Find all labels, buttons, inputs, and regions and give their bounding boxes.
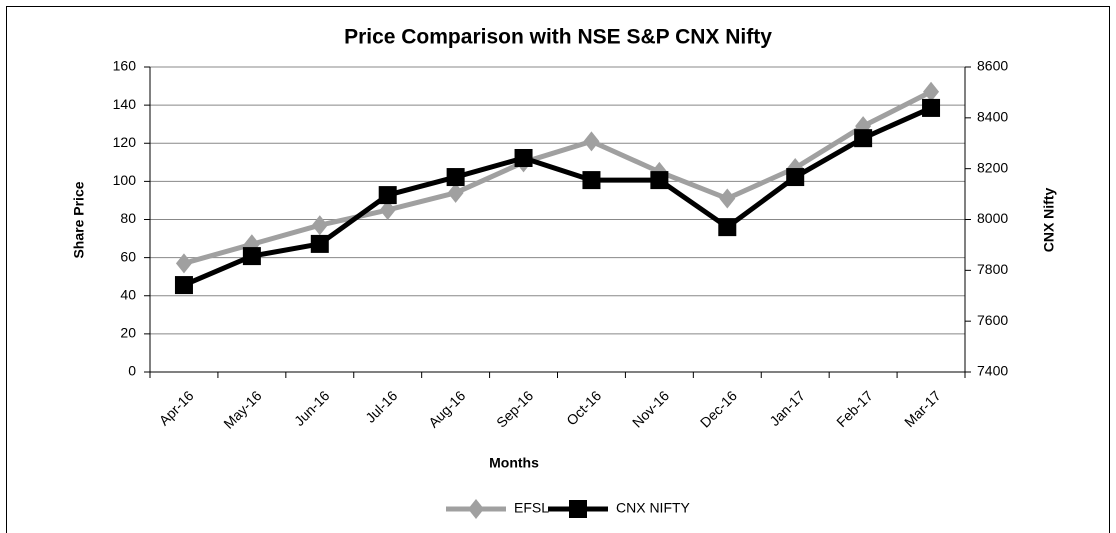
y-axis-label: Share Price [71, 181, 87, 258]
y2-tick-label: 8400 [977, 109, 1008, 125]
chart-frame [6, 6, 1110, 533]
series-marker [718, 218, 737, 237]
y-tick-label: 160 [113, 58, 137, 74]
y-tick-label: 100 [113, 172, 137, 188]
series-marker [378, 186, 397, 205]
series-marker [446, 168, 465, 187]
series-marker [379, 199, 396, 220]
series-marker [583, 131, 600, 152]
legend-marker [468, 499, 484, 519]
series-marker [719, 188, 736, 209]
y2-tick-label: 8200 [977, 159, 1008, 175]
series-marker [311, 215, 328, 236]
series-line [182, 105, 933, 288]
x-axis-label: Months [489, 455, 539, 471]
series-marker [175, 253, 192, 274]
series-marker [582, 171, 601, 190]
series-marker [786, 168, 805, 187]
series-marker [923, 81, 940, 102]
y2-tick-label: 8000 [977, 210, 1008, 226]
y-tick-label: 40 [120, 286, 136, 302]
y2-tick-label: 8600 [977, 58, 1008, 74]
y-tick-label: 140 [113, 96, 137, 112]
series-marker [854, 129, 873, 148]
y2-tick-label: 7600 [977, 312, 1008, 328]
legend-label: CNX NIFTY [616, 500, 691, 516]
legend-label: EFSL [514, 500, 549, 516]
y-tick-label: 0 [128, 363, 136, 379]
legend-marker [569, 500, 587, 518]
series-line [183, 89, 933, 266]
series-marker [174, 276, 193, 295]
y2-axis-label: CNX Nifty [1041, 188, 1057, 253]
y2-tick-label: 7400 [977, 363, 1008, 379]
series-marker [447, 182, 464, 203]
series-marker [922, 98, 941, 117]
y-tick-label: 80 [120, 210, 136, 226]
series-marker [242, 247, 261, 266]
series-marker [514, 148, 533, 167]
chart-title: Price Comparison with NSE S&P CNX Nifty [344, 26, 772, 49]
y-tick-label: 60 [120, 248, 136, 264]
series-marker [310, 234, 329, 253]
y-tick-label: 20 [120, 325, 136, 341]
y-tick-label: 120 [113, 134, 137, 150]
series-marker [650, 171, 669, 190]
y2-tick-label: 7800 [977, 261, 1008, 277]
